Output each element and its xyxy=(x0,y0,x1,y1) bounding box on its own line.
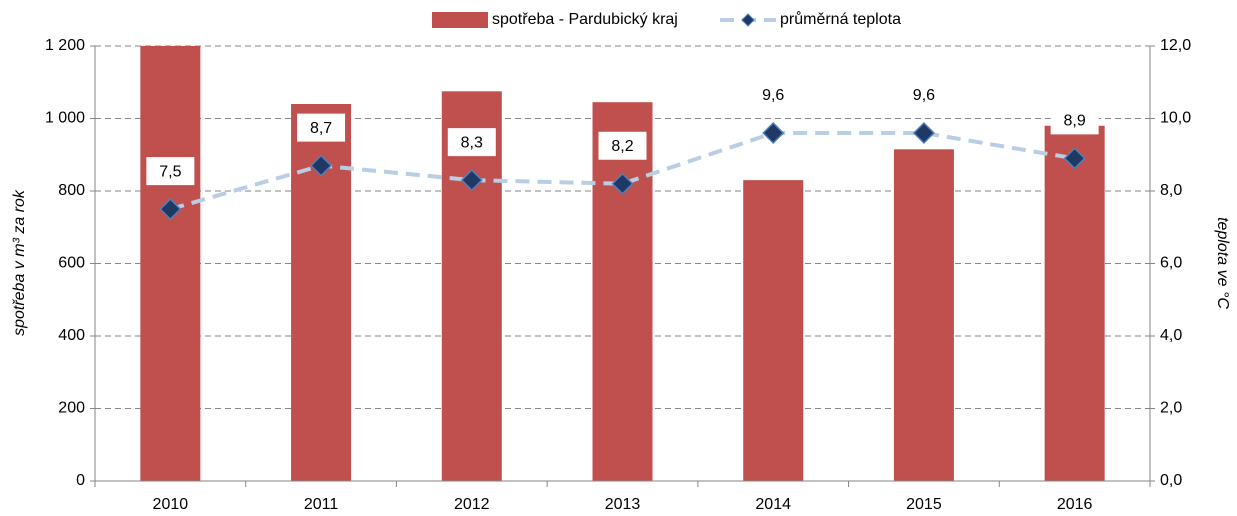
y2-tick-label: 4,0 xyxy=(1160,327,1182,344)
y-tick-label: 0 xyxy=(76,472,85,489)
data-label-box xyxy=(899,81,948,109)
y-axis-title: spotřeba v m³ za rok xyxy=(11,189,28,336)
data-label: 7,5 xyxy=(159,163,181,180)
data-label: 9,6 xyxy=(913,87,935,104)
bar xyxy=(743,180,804,481)
x-tick-label: 2012 xyxy=(454,496,490,513)
x-tick-label: 2011 xyxy=(304,496,339,513)
y-tick-label: 1 000 xyxy=(45,110,85,127)
x-tick-label: 2010 xyxy=(153,496,189,513)
marker xyxy=(611,172,634,195)
y-tick-label: 1 200 xyxy=(45,37,85,54)
x-tick-label: 2013 xyxy=(605,496,641,513)
data-label-box xyxy=(297,113,346,142)
y2-tick-label: 6,0 xyxy=(1160,255,1182,272)
data-label: 8,2 xyxy=(611,138,633,155)
legend-label: průměrná teplota xyxy=(780,10,901,28)
data-label: 9,6 xyxy=(762,87,784,104)
marker xyxy=(310,154,333,177)
bar xyxy=(1044,125,1105,481)
bar xyxy=(441,91,502,481)
y2-tick-label: 2,0 xyxy=(1160,400,1182,417)
marker xyxy=(762,121,785,145)
y2-tick-label: 0,0 xyxy=(1160,472,1182,489)
data-label-box xyxy=(749,81,798,109)
data-label-box xyxy=(146,157,195,186)
y2-tick-label: 8,0 xyxy=(1160,182,1182,199)
marker xyxy=(159,198,182,221)
legend-label: spotřeba - Pardubický kraj xyxy=(492,11,678,28)
y-tick-label: 800 xyxy=(58,182,85,199)
bar xyxy=(140,46,201,481)
y-tick-label: 200 xyxy=(58,400,85,417)
bar xyxy=(893,149,954,481)
data-label-box xyxy=(447,128,496,157)
x-tick-label: 2014 xyxy=(755,496,791,513)
x-tick-label: 2015 xyxy=(906,496,942,513)
bar xyxy=(592,102,653,481)
y2-axis-title: teplota ve °C xyxy=(1214,217,1231,309)
y2-tick-label: 12,0 xyxy=(1160,37,1191,54)
y-tick-label: 600 xyxy=(58,255,85,272)
marker xyxy=(460,169,483,192)
marker xyxy=(1063,147,1086,170)
y2-tick-label: 10,0 xyxy=(1160,110,1191,127)
data-label: 8,7 xyxy=(310,120,332,137)
x-tick-label: 2016 xyxy=(1057,496,1093,513)
legend-swatch xyxy=(432,12,488,28)
legend-marker xyxy=(741,13,755,27)
data-label: 8,9 xyxy=(1064,113,1086,130)
data-label: 8,3 xyxy=(461,134,483,151)
data-label-box xyxy=(1050,106,1099,135)
data-label-box xyxy=(598,131,647,160)
marker xyxy=(912,121,935,145)
y-tick-label: 400 xyxy=(58,327,85,344)
